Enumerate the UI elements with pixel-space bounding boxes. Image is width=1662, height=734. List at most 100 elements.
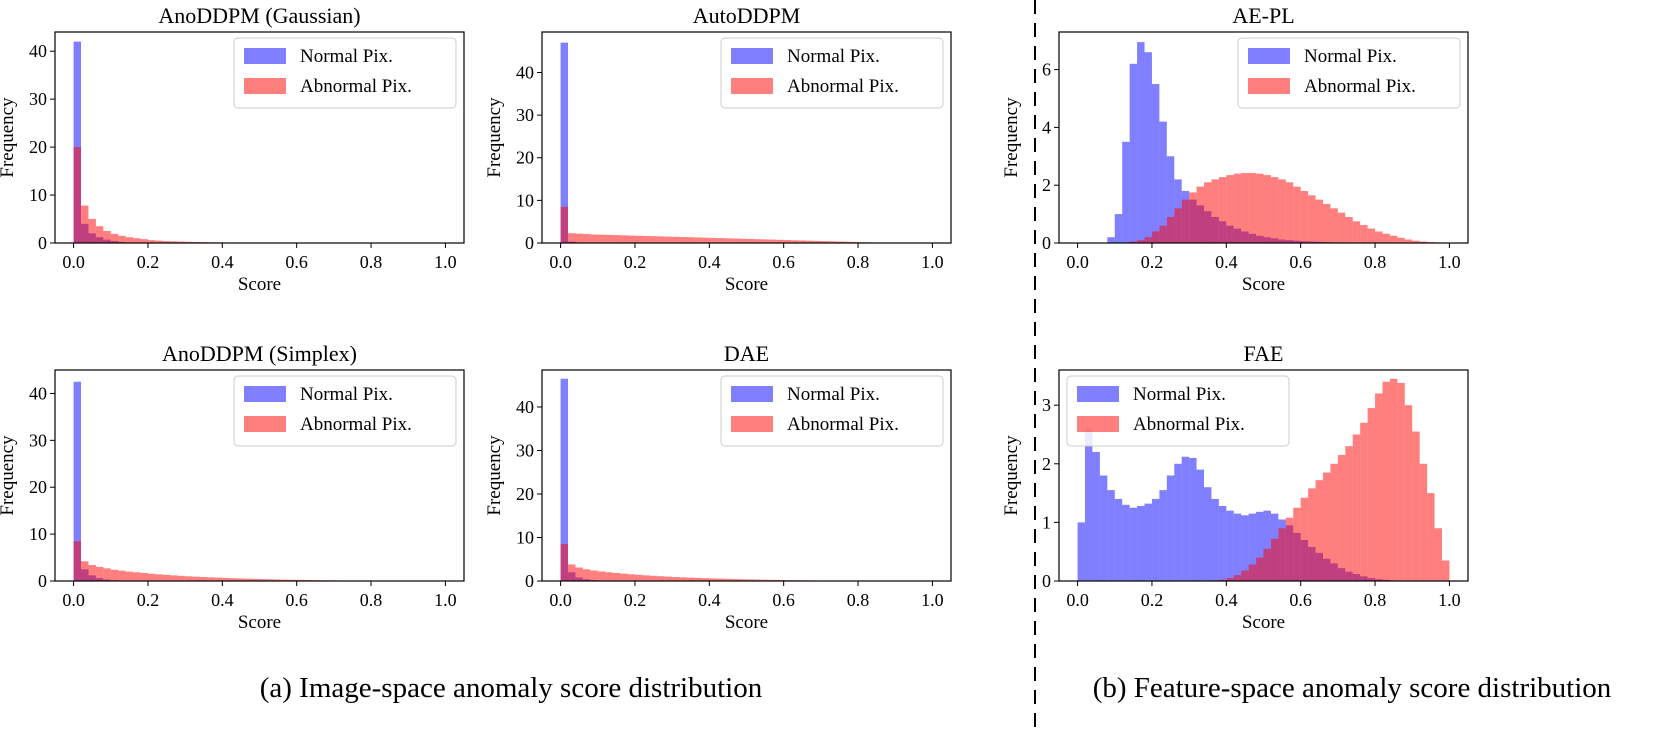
histogram-bar: [1248, 173, 1257, 243]
x-tick-label: 1.0: [1438, 590, 1461, 610]
histogram-bar: [1352, 221, 1361, 243]
histogram-bar: [1099, 475, 1108, 581]
histogram-bar: [118, 570, 126, 581]
y-tick-label: 40: [29, 383, 47, 403]
y-axis-label: Frequency: [484, 97, 505, 178]
histogram-bar: [1278, 179, 1286, 243]
x-tick-label: 0.8: [847, 590, 870, 610]
histogram-bar: [560, 378, 569, 581]
x-tick-label: 0.0: [549, 252, 572, 272]
x-tick-label: 0.0: [1066, 590, 1089, 610]
y-tick-label: 30: [516, 105, 534, 125]
series-normal: [560, 378, 635, 581]
y-tick-label: 30: [29, 430, 47, 450]
legend: Normal Pix. Abnormal Pix.: [720, 375, 944, 447]
histogram-bar: [783, 240, 792, 243]
histogram-bar: [1204, 182, 1212, 243]
histogram-bar: [1137, 42, 1145, 243]
histogram-bar: [1412, 431, 1420, 581]
histogram-bar: [560, 544, 569, 581]
histogram-bar: [222, 577, 230, 581]
histogram-bar: [1107, 490, 1115, 581]
legend-swatch-abnormal: [1077, 416, 1119, 432]
legend-box: [1066, 375, 1290, 447]
histogram-bar: [1129, 63, 1138, 243]
legend-swatch-abnormal: [1248, 78, 1290, 94]
histogram-bar: [1412, 240, 1420, 243]
histogram-bar: [1352, 434, 1361, 581]
y-tick-label: 3: [1042, 395, 1051, 415]
histogram-bar: [828, 241, 836, 243]
x-tick-label: 0.6: [285, 590, 308, 610]
histogram-bar: [701, 237, 710, 243]
histogram-bar: [709, 578, 717, 581]
histogram-bar: [612, 572, 621, 581]
y-tick-label: 4: [1042, 117, 1051, 137]
histogram-bar: [200, 577, 208, 581]
chart-title: AnoDDPM (Simplex): [162, 341, 357, 366]
x-tick-label: 1.0: [921, 252, 944, 272]
histogram-bar: [1330, 463, 1338, 581]
histogram-bar: [1389, 235, 1398, 243]
histogram-bar: [192, 576, 201, 581]
y-tick-label: 30: [516, 440, 534, 460]
histogram-bar: [1233, 575, 1242, 581]
y-tick-label: 40: [516, 62, 534, 82]
histogram-bar: [1404, 405, 1413, 581]
legend-label-normal: Normal Pix.: [1133, 384, 1226, 405]
legend-label-abnormal: Abnormal Pix.: [787, 414, 899, 435]
histogram-bar: [1196, 186, 1205, 243]
x-tick-label: 0.2: [1141, 590, 1164, 610]
histogram-bar: [1248, 513, 1257, 581]
histogram-bar: [791, 240, 799, 243]
chart-title: FAE: [1244, 341, 1284, 366]
histogram-bar: [95, 226, 104, 243]
y-tick-label: 20: [29, 477, 47, 497]
y-tick-label: 0: [525, 233, 534, 253]
histogram-bar: [1189, 192, 1197, 243]
histogram-bar: [1419, 241, 1428, 243]
histogram-bar: [1114, 214, 1123, 243]
y-tick-label: 10: [29, 185, 47, 205]
x-tick-label: 0.4: [211, 252, 234, 272]
series-abnormal: [560, 206, 918, 243]
histogram-bar: [1300, 497, 1309, 581]
x-tick-label: 0.8: [360, 252, 383, 272]
histogram-bar: [620, 235, 628, 243]
histogram-bar: [687, 237, 695, 243]
histogram-bar: [133, 572, 141, 581]
histogram-bar: [1211, 498, 1219, 581]
x-tick-label: 0.0: [62, 252, 85, 272]
histogram-bar: [1441, 560, 1450, 581]
caption-feature-space: (b) Feature-space anomaly score distribu…: [1092, 672, 1612, 704]
legend-label-abnormal: Abnormal Pix.: [787, 76, 899, 97]
histogram-bar: [568, 564, 576, 581]
y-tick-label: 10: [516, 527, 534, 547]
y-tick-label: 40: [516, 397, 534, 417]
histogram-bar: [1389, 378, 1398, 581]
histogram-bar: [820, 241, 829, 243]
plot-frame: [541, 369, 952, 582]
histogram-bar: [177, 241, 186, 243]
histogram-bar: [590, 570, 598, 581]
histogram-bar: [634, 235, 643, 243]
chart-dae: DAE 0.0 0.2 0.4 0.6 0.8 1.0 0 10 20 30 40 Score Frequ…: [484, 341, 952, 633]
histogram-bar: [1345, 216, 1353, 243]
histogram-bar: [81, 561, 89, 581]
histogram-bar: [1107, 237, 1115, 243]
histogram-bar: [1285, 517, 1294, 581]
histogram-bar: [1226, 510, 1234, 581]
histogram-bar: [88, 565, 96, 581]
y-tick-label: 1: [1042, 512, 1051, 532]
histogram-bar: [162, 574, 171, 581]
chart-anoddpm-gaussian: AnoDDPM (Gaussian) 0.0 0.2 0.4 0.6 0.8 1.0 0 10 2…: [0, 3, 465, 295]
histogram-bar: [1129, 507, 1138, 581]
x-tick-label: 0.0: [1066, 252, 1089, 272]
histogram-bar: [73, 147, 82, 243]
histogram-bar: [214, 577, 223, 581]
histogram-bar: [1322, 472, 1331, 581]
histogram-bar: [1322, 203, 1331, 243]
histogram-bar: [798, 240, 806, 243]
histogram-bar: [133, 238, 141, 243]
y-tick-label: 0: [38, 233, 47, 253]
